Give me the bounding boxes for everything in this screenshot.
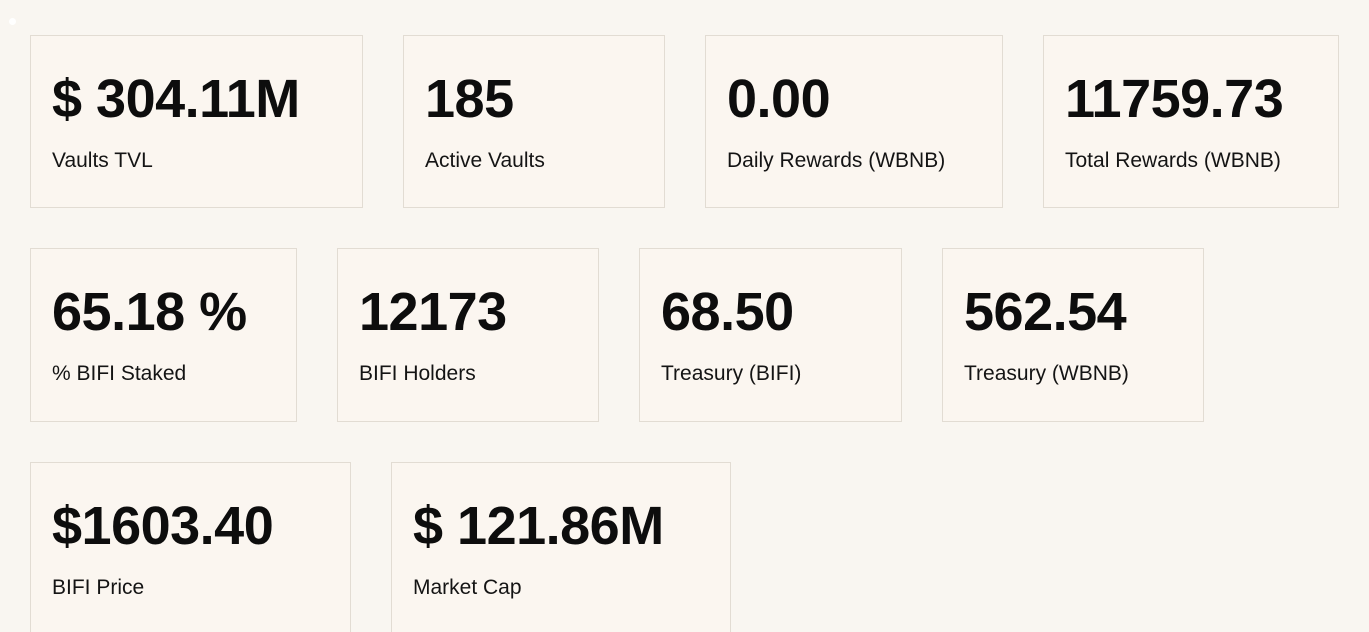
stat-label: BIFI Holders xyxy=(359,362,476,385)
stat-value: 562.54 xyxy=(964,282,1127,342)
stat-value: 185 xyxy=(425,69,514,129)
stat-value: 12173 xyxy=(359,282,507,342)
stat-card-total-rewards: 11759.73 Total Rewards (WBNB) xyxy=(1043,35,1339,208)
stat-card-market-cap: $ 121.86M Market Cap xyxy=(391,462,731,632)
stat-value: 65.18 % xyxy=(52,282,247,342)
stat-card-active-vaults: 185 Active Vaults xyxy=(403,35,665,208)
stat-value: 11759.73 xyxy=(1065,69,1284,129)
stat-value: $1603.40 xyxy=(52,496,274,556)
stat-card-bifi-staked: 65.18 % % BIFI Staked xyxy=(30,248,297,422)
stat-label: Active Vaults xyxy=(425,149,545,172)
stat-label: Market Cap xyxy=(413,576,522,599)
stat-label: Treasury (BIFI) xyxy=(661,362,802,385)
stat-label: % BIFI Staked xyxy=(52,362,187,385)
indicator-dot xyxy=(9,18,16,25)
stat-label: BIFI Price xyxy=(52,576,145,599)
stat-label: Treasury (WBNB) xyxy=(964,362,1129,385)
stat-card-treasury-wbnb: 562.54 Treasury (WBNB) xyxy=(942,248,1204,422)
stat-card-bifi-holders: 12173 BIFI Holders xyxy=(337,248,599,422)
stat-card-vaults-tvl: $ 304.11M Vaults TVL xyxy=(30,35,363,208)
stat-label: Daily Rewards (WBNB) xyxy=(727,149,946,172)
stat-card-daily-rewards: 0.00 Daily Rewards (WBNB) xyxy=(705,35,1003,208)
stat-label: Total Rewards (WBNB) xyxy=(1065,149,1281,172)
stat-value: 0.00 xyxy=(727,69,831,129)
stat-card-bifi-price: $1603.40 BIFI Price xyxy=(30,462,351,632)
stat-label: Vaults TVL xyxy=(52,149,153,172)
stat-card-treasury-bifi: 68.50 Treasury (BIFI) xyxy=(639,248,902,422)
stat-value: 68.50 xyxy=(661,282,794,342)
stat-value: $ 304.11M xyxy=(52,69,300,129)
stat-value: $ 121.86M xyxy=(413,496,664,556)
